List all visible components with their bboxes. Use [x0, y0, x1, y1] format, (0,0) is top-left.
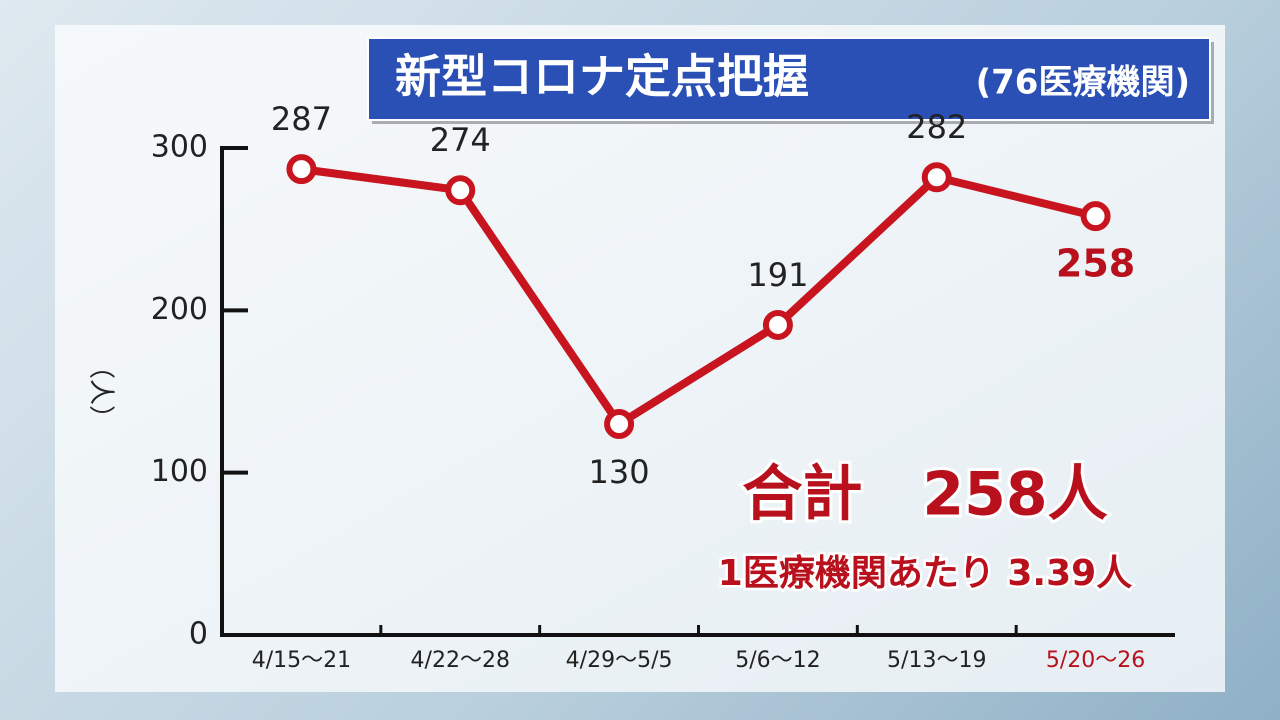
y-tick-label: 100	[151, 454, 208, 489]
point	[762, 309, 793, 340]
point	[921, 162, 952, 193]
value-label: 287	[271, 100, 332, 138]
y-tick-label: 300	[151, 130, 208, 165]
point	[604, 408, 635, 439]
panel	[55, 25, 1225, 692]
value-label: 191	[747, 256, 808, 294]
title-box	[367, 37, 1211, 121]
x-tick-label: 5/6～12	[735, 648, 820, 673]
line	[300, 165, 1097, 428]
value-label: 130	[589, 453, 650, 491]
point	[1080, 201, 1111, 232]
x-tick-label: 5/20～26	[1046, 648, 1145, 673]
annotation-total: 合計 258人	[742, 460, 1107, 530]
annotation-per-site: 1医療機関あたり 3.39人	[718, 553, 1132, 594]
value-label: 258	[1056, 242, 1135, 286]
y-tick-label: 0	[189, 617, 208, 652]
x-tick-label: 4/15～21	[252, 648, 351, 673]
x-tick-label: 4/22～28	[411, 648, 510, 673]
title-note: (76医療機関)	[976, 63, 1190, 103]
point	[445, 175, 476, 206]
y-tick-label: 200	[151, 292, 208, 327]
point	[286, 154, 317, 185]
value-label: 274	[430, 121, 491, 159]
x-tick-label: 4/29～5/5	[566, 648, 673, 673]
x-tick-label: 5/13～19	[887, 648, 986, 673]
y-axis-label: （人）	[86, 353, 116, 431]
chart-title: 新型コロナ定点把握	[395, 50, 809, 104]
value-label: 282	[906, 108, 967, 146]
